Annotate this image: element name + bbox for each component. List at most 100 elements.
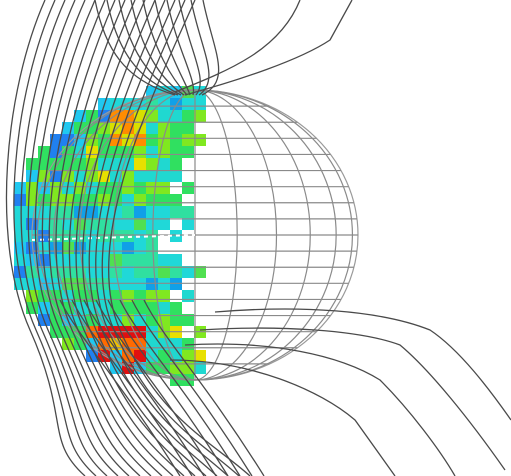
heat-cell bbox=[38, 290, 50, 302]
heat-cell bbox=[122, 278, 134, 290]
heat-cell bbox=[86, 206, 98, 218]
heat-cell bbox=[158, 170, 170, 182]
heat-cell bbox=[170, 170, 182, 182]
heat-cell bbox=[146, 206, 158, 218]
heat-cell bbox=[134, 242, 146, 254]
heat-cell bbox=[170, 206, 182, 218]
heat-cell bbox=[122, 242, 134, 254]
field-line bbox=[201, 0, 220, 96]
field-line bbox=[178, 0, 201, 96]
heat-cell bbox=[122, 182, 134, 194]
heat-cell bbox=[134, 182, 146, 194]
field-line bbox=[214, 308, 511, 421]
heat-cell bbox=[182, 218, 194, 230]
heat-cell bbox=[110, 134, 122, 146]
heat-cell bbox=[74, 110, 86, 122]
heat-cell bbox=[158, 86, 170, 98]
field-line bbox=[169, 359, 396, 476]
heat-cell bbox=[158, 182, 170, 194]
field-line bbox=[5, 0, 86, 476]
heat-cell bbox=[146, 170, 158, 182]
heat-cell bbox=[182, 182, 194, 194]
heat-cell bbox=[170, 254, 182, 266]
heat-cell bbox=[170, 278, 182, 290]
heat-cell bbox=[86, 230, 98, 242]
heat-cell bbox=[134, 194, 146, 206]
heat-cell bbox=[14, 194, 26, 206]
field-line bbox=[34, 0, 130, 476]
field-line bbox=[71, 299, 193, 476]
field-line bbox=[107, 299, 229, 476]
heat-cell bbox=[194, 266, 206, 278]
heat-cell bbox=[26, 170, 38, 182]
heat-cell bbox=[146, 110, 158, 122]
heat-cell bbox=[134, 146, 146, 158]
heat-cell bbox=[182, 110, 194, 122]
heat-cell bbox=[14, 278, 26, 290]
heat-cell bbox=[182, 350, 194, 362]
field-line bbox=[41, 0, 141, 476]
heat-cell bbox=[146, 158, 158, 170]
heat-cell bbox=[170, 134, 182, 146]
field-line bbox=[174, 0, 301, 93]
heat-cell bbox=[110, 206, 122, 218]
field-line bbox=[166, 0, 195, 96]
heat-cell bbox=[14, 218, 26, 230]
heat-cell bbox=[170, 302, 182, 314]
field-line bbox=[62, 0, 174, 476]
heat-cell bbox=[158, 218, 170, 230]
heat-cell bbox=[146, 122, 158, 134]
heat-cell bbox=[122, 314, 134, 326]
heat-cell bbox=[158, 278, 170, 290]
heat-cell bbox=[110, 278, 122, 290]
heat-cell bbox=[170, 338, 182, 350]
heat-cell bbox=[170, 314, 182, 326]
heat-cell bbox=[182, 206, 194, 218]
field-line bbox=[101, 0, 240, 476]
heat-cell bbox=[134, 218, 146, 230]
heat-cell bbox=[38, 206, 50, 218]
heat-cell bbox=[158, 158, 170, 170]
heat-cell bbox=[182, 290, 194, 302]
heat-cell bbox=[146, 242, 158, 254]
field-line bbox=[199, 327, 506, 471]
heat-cell bbox=[26, 290, 38, 302]
heat-cell bbox=[134, 170, 146, 182]
heat-cell bbox=[146, 182, 158, 194]
field-line bbox=[13, 0, 97, 476]
heat-cell bbox=[62, 242, 74, 254]
field-line bbox=[48, 0, 152, 476]
heat-cell bbox=[170, 122, 182, 134]
heat-cell bbox=[158, 290, 170, 302]
heat-cell bbox=[134, 158, 146, 170]
heat-cell bbox=[74, 206, 86, 218]
heat-cell bbox=[182, 146, 194, 158]
field-line bbox=[27, 0, 119, 476]
heat-cell bbox=[170, 194, 182, 206]
heat-cell bbox=[14, 206, 26, 218]
heat-cell bbox=[146, 254, 158, 266]
heat-cell bbox=[182, 98, 194, 110]
heat-cell bbox=[122, 254, 134, 266]
heat-cell bbox=[50, 146, 62, 158]
heat-cell bbox=[170, 266, 182, 278]
heat-cell bbox=[194, 134, 206, 146]
heat-cell bbox=[146, 134, 158, 146]
heat-cell bbox=[158, 134, 170, 146]
heat-cell bbox=[98, 278, 110, 290]
heat-cell bbox=[182, 314, 194, 326]
heat-cell bbox=[134, 230, 146, 242]
heat-cell bbox=[158, 302, 170, 314]
heat-cell bbox=[122, 266, 134, 278]
heat-cell bbox=[134, 266, 146, 278]
field-line bbox=[154, 0, 191, 96]
heat-cell bbox=[182, 122, 194, 134]
heat-cell bbox=[134, 278, 146, 290]
heat-cell bbox=[170, 158, 182, 170]
field-line bbox=[184, 0, 353, 96]
heat-cell bbox=[182, 266, 194, 278]
heat-cell bbox=[86, 278, 98, 290]
heat-cell bbox=[14, 182, 26, 194]
equator-dash bbox=[31, 234, 196, 241]
heat-cell bbox=[38, 242, 50, 254]
